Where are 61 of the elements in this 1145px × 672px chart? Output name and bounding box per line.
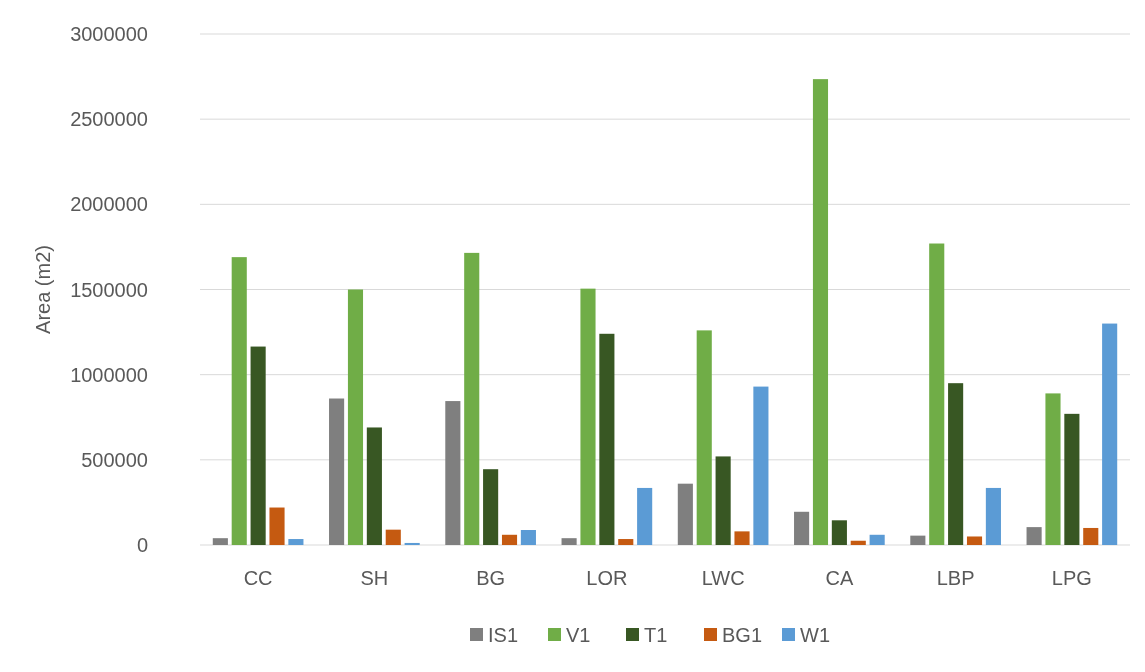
bar — [985, 487, 1001, 545]
x-tick-label: LOR — [586, 567, 628, 589]
x-tick-label: CC — [243, 567, 273, 589]
bar — [831, 520, 847, 545]
bar — [561, 538, 577, 545]
legend-label: T1 — [644, 624, 668, 646]
bar — [910, 535, 926, 545]
bar — [929, 243, 945, 545]
bar — [288, 539, 304, 545]
y-axis-title: Area (m2) — [32, 245, 54, 334]
y-tick-label: 0 — [136, 534, 148, 556]
x-tick-label: LPG — [1051, 567, 1092, 589]
bar — [1045, 393, 1061, 545]
bar — [464, 252, 480, 545]
bar — [1083, 527, 1099, 545]
y-tick-label: 1500000 — [70, 278, 148, 301]
bar — [715, 456, 731, 545]
bar — [794, 511, 810, 545]
bar — [212, 538, 228, 545]
bar — [618, 539, 634, 545]
bar — [366, 427, 382, 545]
bar — [1102, 323, 1118, 545]
bar — [869, 534, 885, 545]
bar — [501, 534, 518, 545]
bar — [580, 288, 596, 545]
bar — [677, 483, 693, 545]
legend-label: V1 — [566, 624, 591, 646]
bar — [753, 386, 769, 545]
legend-label: W1 — [800, 624, 830, 646]
bar — [445, 401, 461, 545]
bar — [812, 79, 829, 545]
bar — [1026, 527, 1042, 545]
bar — [269, 507, 285, 545]
bar — [404, 542, 420, 545]
bar — [966, 536, 983, 545]
bar — [948, 383, 964, 545]
bar — [347, 289, 364, 545]
bar — [850, 540, 866, 545]
bar — [385, 529, 401, 545]
x-tick-label: LWC — [701, 567, 745, 589]
y-tick-label: 1000000 — [70, 363, 148, 386]
bar — [520, 530, 536, 545]
x-tick-label: CA — [825, 567, 854, 589]
bar — [637, 487, 653, 545]
bar — [696, 330, 712, 545]
bar — [734, 531, 750, 545]
y-tick-label: 500000 — [81, 448, 148, 471]
x-tick-label: BG — [476, 567, 506, 589]
bar — [250, 346, 266, 545]
bar — [231, 257, 247, 545]
bar — [329, 398, 345, 545]
y-tick-label: 2500000 — [70, 108, 148, 131]
legend-label: IS1 — [488, 624, 519, 646]
legend-label: BG1 — [722, 624, 763, 646]
x-tick-label: LBP — [936, 567, 975, 589]
bar — [1064, 413, 1080, 545]
y-tick-label: 3000000 — [70, 23, 148, 45]
y-tick-label: 2000000 — [70, 193, 148, 216]
bar — [599, 333, 615, 545]
x-tick-label: SH — [360, 567, 389, 589]
bar — [483, 469, 499, 545]
